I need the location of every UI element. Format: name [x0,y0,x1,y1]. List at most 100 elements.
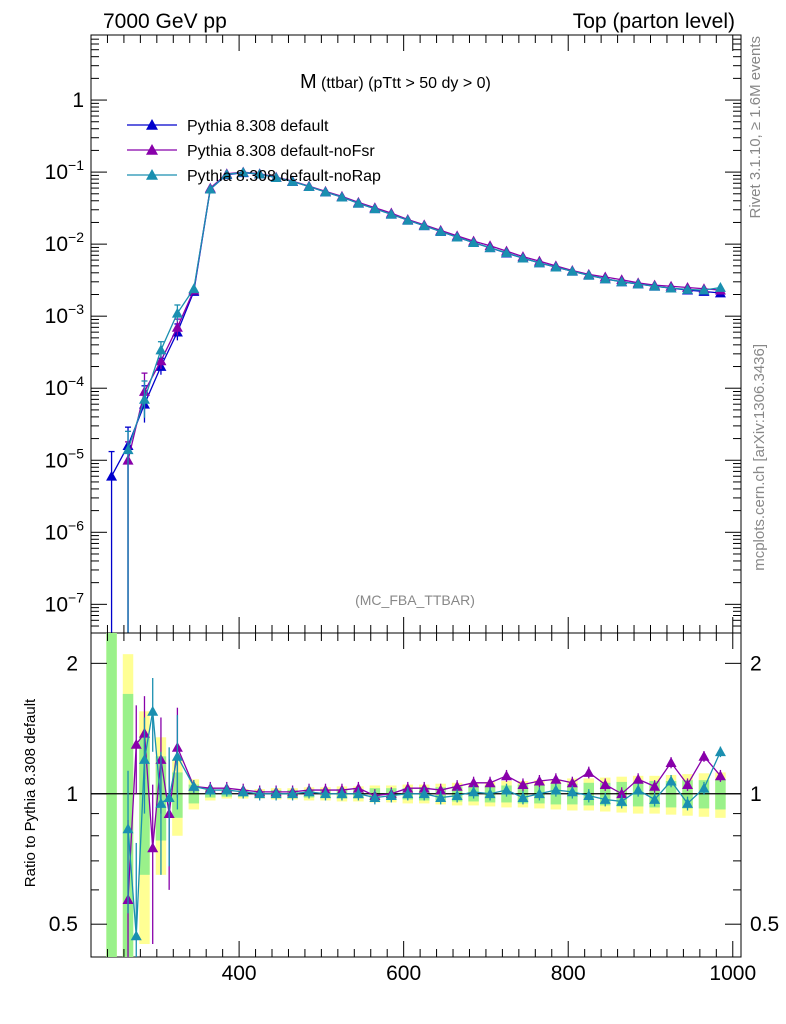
main-data-marker [698,284,710,295]
ratio-data-marker [665,775,677,786]
ratio-data-marker [221,784,233,795]
main-plot-panel: 10−7 10−6 10−5 10−4 10−3 10−2 10−1 1 M (ttbar) … [45,34,742,634]
main-data-marker [468,237,480,248]
main-y-tick-label: 10−5 [45,445,85,472]
ratio-data-marker [484,788,496,799]
main-series-line [127,171,721,461]
ratio-data-marker [451,790,463,801]
main-data-marker [402,214,414,225]
main-y-tick-label: 10−1 [45,157,85,184]
main-y-tick-label: 10−4 [45,373,85,400]
ratio-data-marker [599,779,611,789]
ratio-x-tick-label: 600 [386,962,421,985]
ratio-x-tick-label: 800 [551,962,586,985]
ratio-data-marker [599,794,611,804]
ratio-inner-band [106,633,117,957]
main-data-marker [336,191,348,202]
ratio-data-marker [319,788,331,799]
ratio-data-marker [204,784,216,795]
legend-marker [146,169,158,180]
ratio-data-marker [130,930,142,941]
ratio-data-marker [155,797,167,808]
ratio-data-marker [163,792,175,802]
ratio-data-marker [517,792,529,802]
ratio-data-marker [616,788,628,799]
header-energy: 7000 GeV pp [103,10,227,33]
legend-marker [146,119,158,130]
main-data-marker [254,168,266,179]
main-plot-subtitle: (ttbar) (pTtt > 50 dy > 0) [321,75,491,92]
main-data-marker [484,242,496,253]
main-data-marker [155,344,167,355]
ratio-series-group [122,678,726,957]
ratio-data-marker [665,757,677,768]
main-data-marker [385,208,397,219]
main-y-tick-label: 10−3 [45,301,85,328]
ratio-data-marker [501,784,513,795]
ratio-data-marker [484,777,496,788]
ratio-x-tick-label: 1000 [709,962,756,985]
legend: Pythia 8.308 default Pythia 8.308 default… [127,118,381,185]
main-data-marker [714,282,726,292]
main-series-line [127,171,721,450]
ratio-data-marker [435,792,447,802]
ratio-data-marker [533,788,545,799]
main-data-marker [435,225,447,236]
main-y-tick-label: 10−2 [45,229,85,256]
ratio-data-marker [303,786,315,797]
ratio-data-marker [171,750,183,761]
ratio-uncertainty-bands [106,633,726,957]
main-data-marker [171,321,183,332]
main-data-marker [122,444,134,455]
ratio-data-marker [418,788,430,799]
ratio-y-tick-label-right: 0.5 [750,913,779,936]
main-data-marker [566,265,578,276]
main-data-marker [237,166,249,177]
main-y-tick-label: 10−7 [45,589,85,616]
ratio-x-tick-label: 400 [222,962,257,985]
ratio-data-marker [138,753,150,764]
ratio-data-marker [122,823,134,834]
legend-label: Pythia 8.308 default-noFsr [187,143,375,160]
main-data-marker [204,183,216,194]
header-process: Top (parton level) [573,10,735,33]
ratio-data-marker [188,780,200,791]
ratio-data-marker [714,746,726,757]
main-data-marker [352,197,364,208]
main-data-marker [221,168,233,179]
ratio-data-marker [435,784,447,795]
main-data-marker [616,276,628,287]
ratio-data-marker [566,786,578,797]
main-data-marker [138,393,150,404]
ratio-data-marker [566,777,578,788]
main-series-group [106,166,726,633]
ratio-data-marker [237,786,249,797]
main-y-ticks: 10−7 10−6 10−5 10−4 10−3 10−2 10−1 1 [45,34,741,634]
ratio-y-tick-label-left: 1 [66,783,78,806]
main-data-marker [517,252,529,263]
ratio-data-marker [254,788,266,799]
analysis-watermark: (MC_FBA_TTBAR) [355,592,475,608]
legend-marker [146,144,158,155]
ratio-data-marker [501,770,513,781]
main-data-marker [303,181,315,191]
ratio-data-marker [130,738,142,749]
ratio-data-marker [550,773,562,784]
ratio-y-tick-label-left: 2 [66,652,78,675]
main-data-marker [682,283,694,294]
main-series-line [110,172,721,477]
ratio-data-marker [468,786,480,797]
ratio-series-line [127,711,722,936]
ratio-data-marker [468,777,480,788]
main-plot-title: M [300,71,317,93]
ratio-data-marker [616,795,628,806]
ratio-data-marker [682,797,694,808]
ratio-y-axis-label: Ratio to Pythia 8.308 default [22,698,39,887]
main-data-marker [501,247,513,258]
ratio-data-marker [402,788,414,799]
ratio-data-marker [649,794,661,804]
ratio-data-marker [714,770,726,781]
ratio-data-marker [352,788,364,799]
main-data-marker [270,172,282,182]
